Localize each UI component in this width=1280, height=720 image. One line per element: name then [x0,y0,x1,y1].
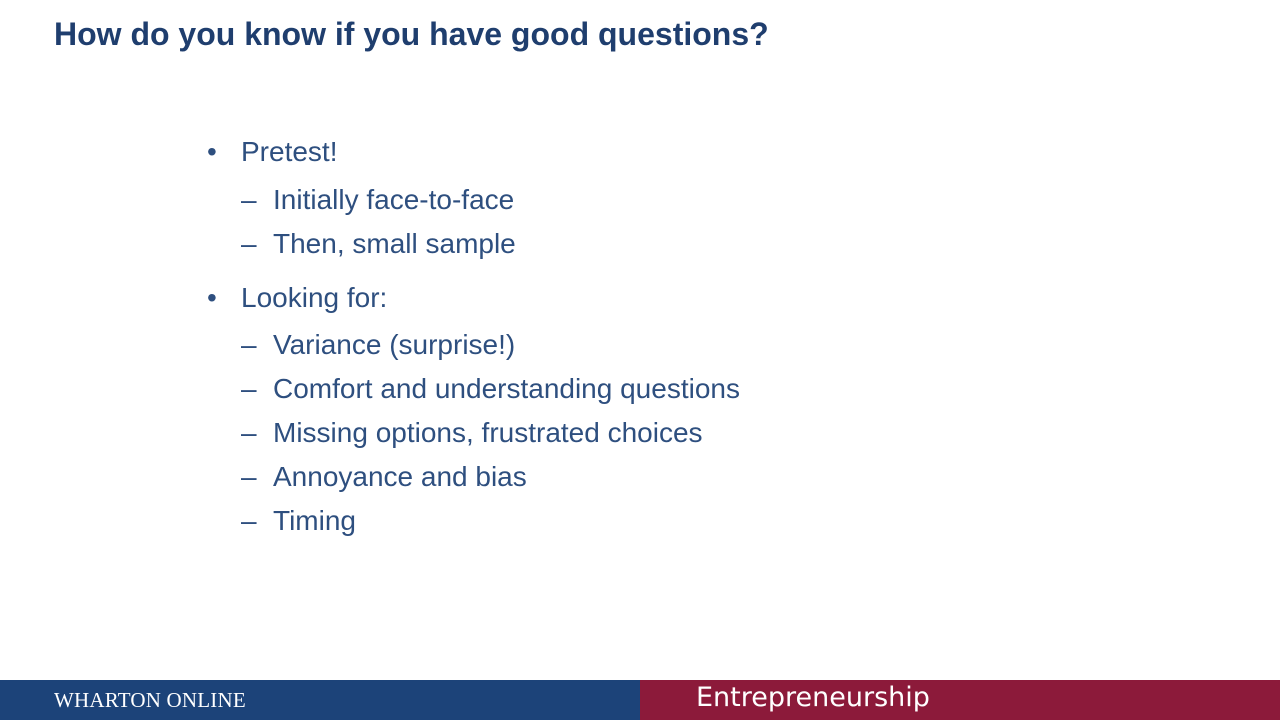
sub-item-annoyance: – Annoyance and bias [241,460,527,494]
sub-item-label: Annoyance and bias [273,461,527,492]
sub-marker: – [241,373,257,404]
footer-course-bar: Entrepreneurship [640,680,1280,720]
bullet-pretest: • Pretest! [207,135,337,169]
slide-content: • Pretest! – Initially face-to-face – Then,… [207,135,740,538]
sub-item-label: Missing options, frustrated choices [273,417,703,448]
bullet-label: Pretest! [241,136,338,167]
sub-marker: – [241,184,257,215]
footer-brand-bar: WHARTON ONLINE [0,680,640,720]
sub-item-initially-face-to-face: – Initially face-to-face [241,183,514,217]
sub-item-label: Initially face-to-face [273,184,515,215]
sub-item-label: Comfort and understanding questions [273,373,740,404]
sub-marker: – [241,461,257,492]
sub-item-comfort: – Comfort and understanding questions [241,372,740,406]
bullet-marker: • [207,136,217,167]
sub-item-label: Then, small sample [273,228,516,259]
sub-item-label: Timing [273,505,356,536]
slide-title: How do you know if you have good questio… [54,16,769,52]
bullet-marker: • [207,282,217,313]
sub-marker: – [241,417,257,448]
bullet-label: Looking for: [241,282,388,313]
sub-item-timing: – Timing [241,504,356,538]
footer-course-text: Entrepreneurship [696,682,930,713]
sub-item-label: Variance (surprise!) [273,329,516,360]
footer-brand-text: WHARTON ONLINE [54,688,246,712]
sub-marker: – [241,329,257,360]
sub-item-variance: – Variance (surprise!) [241,328,515,362]
bullet-looking-for: • Looking for: [207,281,387,315]
sub-item-small-sample: – Then, small sample [241,227,516,261]
sub-marker: – [241,505,257,536]
sub-marker: – [241,228,257,259]
sub-item-missing-options: – Missing options, frustrated choices [241,416,703,450]
